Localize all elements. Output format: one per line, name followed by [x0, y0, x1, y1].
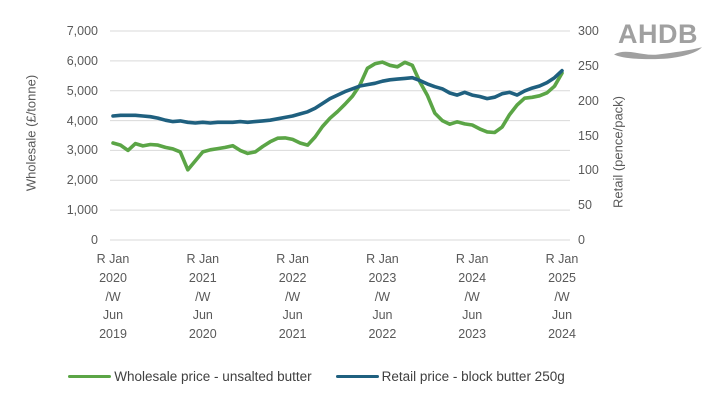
retail-price-line — [111, 68, 564, 125]
x-axis-tick-label: R Jan 2023/W Jun 2022 — [366, 252, 399, 342]
y-left-tick-label: 6,000 — [66, 53, 98, 68]
y-right-tick-label: 0 — [578, 233, 585, 247]
y-left-tick-label: 0 — [91, 233, 98, 247]
y-right-tick-label: 250 — [578, 58, 599, 73]
y-left-tick-label: 3,000 — [66, 143, 98, 158]
x-axis-tick-label: R Jan 2024/W Jun 2023 — [455, 252, 489, 342]
x-axis-tick-label: R Jan 2021/W Jun 2020 — [186, 252, 220, 342]
y-left-tick-label: 1,000 — [66, 203, 98, 218]
x-axis-tick-label: R Jan 2025/W Jun 2024 — [545, 252, 579, 342]
retail-line-swatch — [335, 374, 379, 379]
x-axis-tick-label: R Jan 2020/W Jun 2019 — [96, 252, 130, 342]
right-axis-title: Retail (pence/pack) — [610, 96, 626, 208]
left-axis-tick-labels: 0 1,000 2,000 3,000 4,000 5,000 6,000 7,000 — [0, 0, 98, 260]
ahdb-logo-text: AHDB — [618, 19, 698, 49]
y-left-tick-label: 2,000 — [66, 173, 98, 188]
legend-item-wholesale: Wholesale price - unsalted butter — [68, 369, 312, 384]
ahdb-logo-swoosh-icon — [614, 47, 702, 60]
left-axis-title: Wholesale (£/tonne) — [23, 74, 39, 192]
y-right-tick-label: 100 — [578, 163, 599, 178]
legend: Wholesale price - unsalted butter Retail… — [0, 369, 721, 384]
y-right-tick-label: 150 — [578, 128, 599, 143]
x-axis-tick-label: R Jan 2022/W Jun 2021 — [276, 252, 309, 342]
y-right-tick-label: 200 — [578, 93, 599, 108]
ahdb-logo: AHDB — [611, 21, 705, 60]
wholesale-price-line — [111, 60, 564, 172]
legend-label-wholesale: Wholesale price - unsalted butter — [114, 369, 312, 384]
legend-label-retail: Retail price - block butter 250g — [381, 369, 565, 384]
y-left-tick-label: 4,000 — [66, 113, 98, 128]
legend-item-retail: Retail price - block butter 250g — [335, 369, 565, 384]
y-left-tick-label: 5,000 — [66, 83, 98, 98]
x-axis-tick-labels: R Jan 2020/W Jun 2019 R Jan 2021/W Jun 2020 R Ja… — [0, 250, 721, 360]
wholesale-line-swatch — [68, 374, 112, 379]
y-right-tick-label: 300 — [578, 24, 599, 38]
right-axis-tick-labels: 0 50 100 150 200 250 300 — [578, 0, 638, 260]
y-right-tick-label: 50 — [578, 198, 592, 213]
y-left-tick-label: 7,000 — [66, 24, 98, 38]
